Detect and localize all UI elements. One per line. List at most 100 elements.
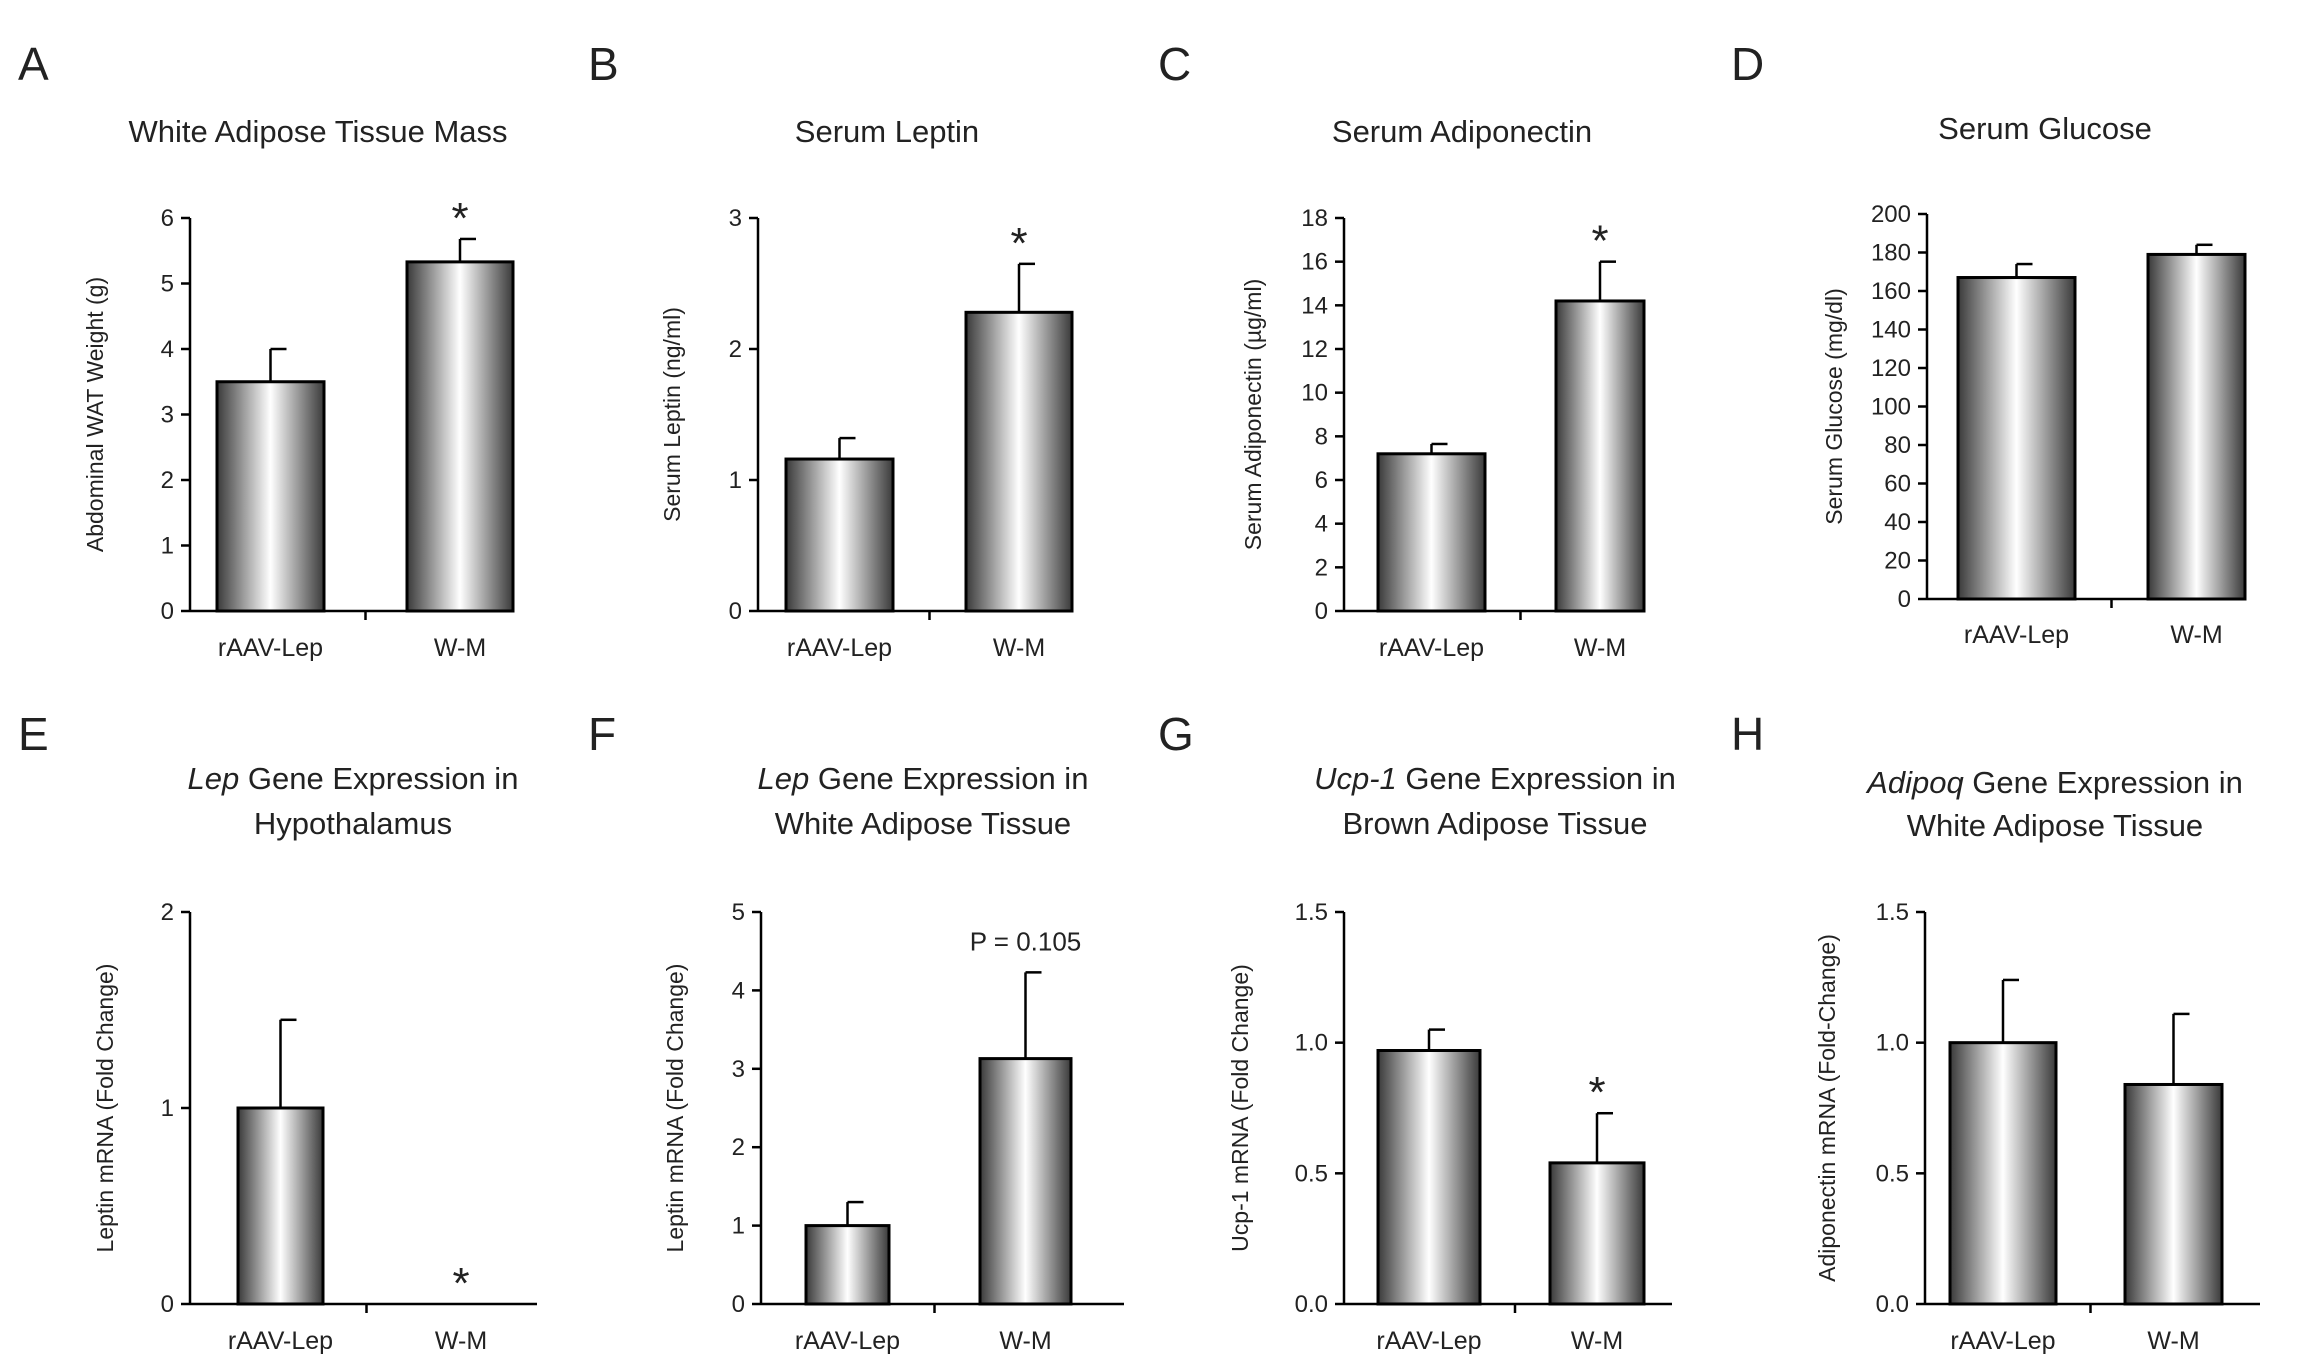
y-tick-label: 2 — [161, 899, 174, 926]
bar-raav-lep — [1376, 1049, 1482, 1306]
chart-title: White Adipose Tissue Mass — [128, 114, 507, 149]
y-tick-label: 1.5 — [1876, 899, 1909, 926]
y-tick-label: 0 — [161, 598, 174, 625]
y-tick-label: 6 — [161, 205, 174, 232]
y-tick-label: 40 — [1884, 509, 1911, 536]
category-label: W-M — [434, 634, 486, 662]
y-tick-label: 4 — [161, 336, 174, 363]
y-tick-label: 16 — [1301, 249, 1328, 276]
panel-letter-a: A — [18, 38, 49, 90]
panel-c: C Serum Adiponectin 0 2 4 6 8 10 12 14 16 18 Serum A… — [1158, 38, 1646, 662]
panel-letter-c: C — [1158, 38, 1191, 90]
bar-raav-lep — [215, 380, 326, 613]
bar-w-m — [978, 1057, 1073, 1306]
y-tick-label: 0 — [1315, 598, 1328, 625]
y-tick-label: 2 — [1315, 554, 1328, 581]
y-tick-label: 200 — [1871, 201, 1911, 228]
bar-raav-lep — [1376, 452, 1487, 613]
y-tick-label: 20 — [1884, 548, 1911, 575]
y-tick-label: 100 — [1871, 394, 1911, 421]
y-tick-label: 0.5 — [1876, 1160, 1909, 1187]
category-label: W-M — [2147, 1327, 2199, 1355]
panel-h: H Adipoq Gene Expression in White Adipose … — [1731, 708, 2260, 1355]
y-tick-label: 0 — [161, 1291, 174, 1318]
category-label: rAAV-Lep — [1376, 1327, 1481, 1355]
y-tick-label: 160 — [1871, 278, 1911, 305]
chart-title-line-2: Brown Adipose Tissue — [1342, 806, 1647, 841]
y-axis-label: Serum Leptin (ng/ml) — [659, 307, 685, 522]
y-tick-label: 12 — [1301, 336, 1328, 363]
panel-letter-d: D — [1731, 38, 1764, 90]
y-tick-label: 1 — [729, 467, 742, 494]
gene-name: Lep — [188, 761, 240, 796]
chart-title-line-1: Adipoq Gene Expression in — [1865, 765, 2243, 800]
category-label: rAAV-Lep — [1379, 634, 1484, 662]
y-tick-label: 4 — [1315, 511, 1328, 538]
chart-title-line-2: White Adipose Tissue — [775, 806, 1071, 841]
chart-title: Serum Leptin — [795, 114, 979, 149]
title-text: Gene Expression in — [1964, 765, 2243, 800]
significance-marker: * — [451, 194, 468, 243]
panel-letter-h: H — [1731, 708, 1764, 760]
y-tick-label: 0 — [729, 598, 742, 625]
category-label: rAAV-Lep — [218, 634, 323, 662]
y-axis-label: Ucp-1 mRNA (Fold Change) — [1227, 964, 1253, 1252]
chart-title: Serum Glucose — [1938, 111, 2152, 146]
bar-raav-lep — [1948, 1041, 2058, 1306]
category-label: rAAV-Lep — [1950, 1327, 2055, 1355]
y-axis-label: Serum Adiponectin (µg/ml) — [1240, 279, 1266, 550]
y-tick-label: 2 — [729, 336, 742, 363]
bar-w-m — [964, 310, 1074, 613]
y-tick-label: 140 — [1871, 317, 1911, 344]
bar-raav-lep — [784, 457, 895, 613]
panel-a: A White Adipose Tissue Mass 0 1 2 3 4 5 6 Abdomin… — [18, 38, 515, 662]
category-label: W-M — [2170, 621, 2222, 649]
bar-w-m — [1548, 1161, 1646, 1306]
y-axis-label: Adiponectin mRNA (Fold-Change) — [1814, 934, 1840, 1282]
y-tick-label: 3 — [732, 1056, 745, 1083]
panel-letter-g: G — [1158, 708, 1194, 760]
y-tick-label: 120 — [1871, 355, 1911, 382]
y-tick-label: 3 — [161, 402, 174, 429]
category-label: rAAV-Lep — [787, 634, 892, 662]
y-tick-label: 0.5 — [1295, 1160, 1328, 1187]
y-tick-label: 0.0 — [1295, 1291, 1328, 1318]
y-tick-label: 18 — [1301, 205, 1328, 232]
panel-letter-b: B — [588, 38, 619, 90]
y-tick-label: 6 — [1315, 467, 1328, 494]
y-tick-label: 1 — [161, 533, 174, 560]
title-text: Gene Expression in — [1397, 761, 1676, 796]
y-tick-label: 0.0 — [1876, 1291, 1909, 1318]
panel-letter-e: E — [18, 708, 49, 760]
y-tick-label: 80 — [1884, 432, 1911, 459]
y-tick-label: 4 — [732, 977, 745, 1004]
category-label: W-M — [435, 1327, 487, 1355]
chart-title: Serum Adiponectin — [1332, 114, 1592, 149]
y-tick-label: 1.0 — [1876, 1030, 1909, 1057]
y-tick-label: 2 — [732, 1134, 745, 1161]
category-label: W-M — [993, 634, 1045, 662]
bar-w-m — [405, 260, 515, 613]
title-text: Gene Expression in — [809, 761, 1088, 796]
panel-g: G Ucp-1 Gene Expression in Brown Adipose T… — [1158, 708, 1676, 1355]
chart-title-line-1: Lep Gene Expression in — [188, 761, 519, 796]
category-label: rAAV-Lep — [795, 1327, 900, 1355]
y-axis-label: Serum Glucose (mg/dl) — [1821, 288, 1847, 524]
category-label: W-M — [1574, 634, 1626, 662]
bar-w-m — [1554, 299, 1646, 613]
gene-name: Lep — [758, 761, 810, 796]
bar-raav-lep — [1956, 276, 2077, 601]
panel-d: D Serum Glucose 0 20 40 60 80 100 120 140 160 180 20… — [1731, 38, 2247, 649]
gene-name: Adipoq — [1865, 765, 1964, 800]
category-label: rAAV-Lep — [228, 1327, 333, 1355]
chart-title-line-2: White Adipose Tissue — [1907, 808, 2203, 843]
p-value-annotation: P = 0.105 — [970, 926, 1082, 956]
y-tick-label: 10 — [1301, 380, 1328, 407]
y-tick-label: 0 — [1898, 586, 1911, 613]
category-label: W-M — [999, 1327, 1051, 1355]
title-text: Gene Expression in — [239, 761, 518, 796]
y-tick-label: 60 — [1884, 471, 1911, 498]
significance-marker: * — [1588, 1068, 1605, 1117]
significance-marker: * — [452, 1259, 469, 1308]
